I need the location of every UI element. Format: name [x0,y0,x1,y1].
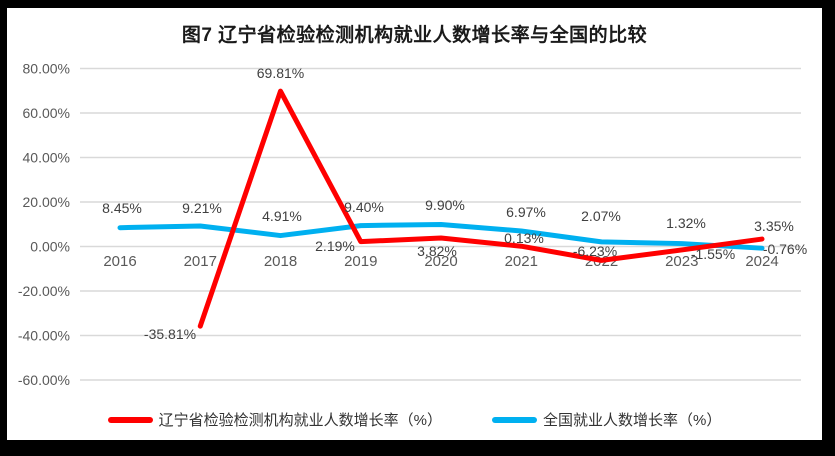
data-label: 0.13% [504,230,544,246]
y-tick-label: 60.00% [23,105,70,121]
y-tick-label: 80.00% [23,61,70,77]
data-label: 2.19% [315,238,355,254]
y-tick-label: 0.00% [30,239,70,255]
data-label: 4.91% [262,208,302,224]
y-tick-label: -60.00% [18,372,70,388]
legend-item-national: 全国就业人数增长率（%） [492,409,721,430]
x-category-label: 2016 [103,253,136,270]
series-line-liaoning [197,88,765,329]
legend-label-national: 全国就业人数增长率（%） [543,412,722,429]
data-label: 9.21% [182,200,222,216]
data-label: 1.32% [666,215,706,231]
y-tick-label: 20.00% [23,194,70,210]
x-category-label: 2024 [745,253,778,270]
x-category-label: 2021 [505,253,538,270]
series-line-national [117,221,765,251]
data-label: 9.40% [344,199,384,215]
data-label: 3.35% [754,218,794,234]
chart-canvas: 图7 辽宁省检验检测机构就业人数增长率与全国的比较 80.00% 60.00% 40… [7,8,822,440]
x-category-label: 2020 [424,253,457,270]
legend-swatch-national-blue [492,416,537,423]
data-label: 2.07% [581,208,621,224]
y-tick-label: -20.00% [18,283,70,299]
line-chart-plot: 80.00% 60.00% 40.00% 20.00% 0.00% -20.00% -40.… [18,61,807,389]
y-tick-label: 40.00% [23,150,70,166]
x-category-label: 2023 [665,253,698,270]
chart-legend: 辽宁省检验检测机构就业人数增长率（%） 全国就业人数增长率（%） [7,409,822,430]
x-category-label: 2017 [184,253,217,270]
y-tick-label: -40.00% [18,328,70,344]
x-category-label: 2019 [344,253,377,270]
x-category-label: 2018 [264,253,297,270]
data-label: 69.81% [257,65,304,81]
data-label: -35.81% [144,326,196,342]
data-label: 3.82% [417,243,457,259]
data-label: -6.23% [573,243,617,259]
data-label: -0.76% [763,241,807,257]
legend-label-liaoning: 辽宁省检验检测机构就业人数增长率（%） [158,412,442,429]
data-label: 8.45% [102,200,142,216]
legend-swatch-liaoning-red [107,416,153,423]
data-label: 6.97% [506,204,546,220]
data-label: -1.55% [691,246,735,262]
chart-title: 图7 辽宁省检验检测机构就业人数增长率与全国的比较 [181,25,648,46]
data-label: 9.90% [425,197,465,213]
legend-item-liaoning: 辽宁省检验检测机构就业人数增长率（%） [107,409,442,430]
